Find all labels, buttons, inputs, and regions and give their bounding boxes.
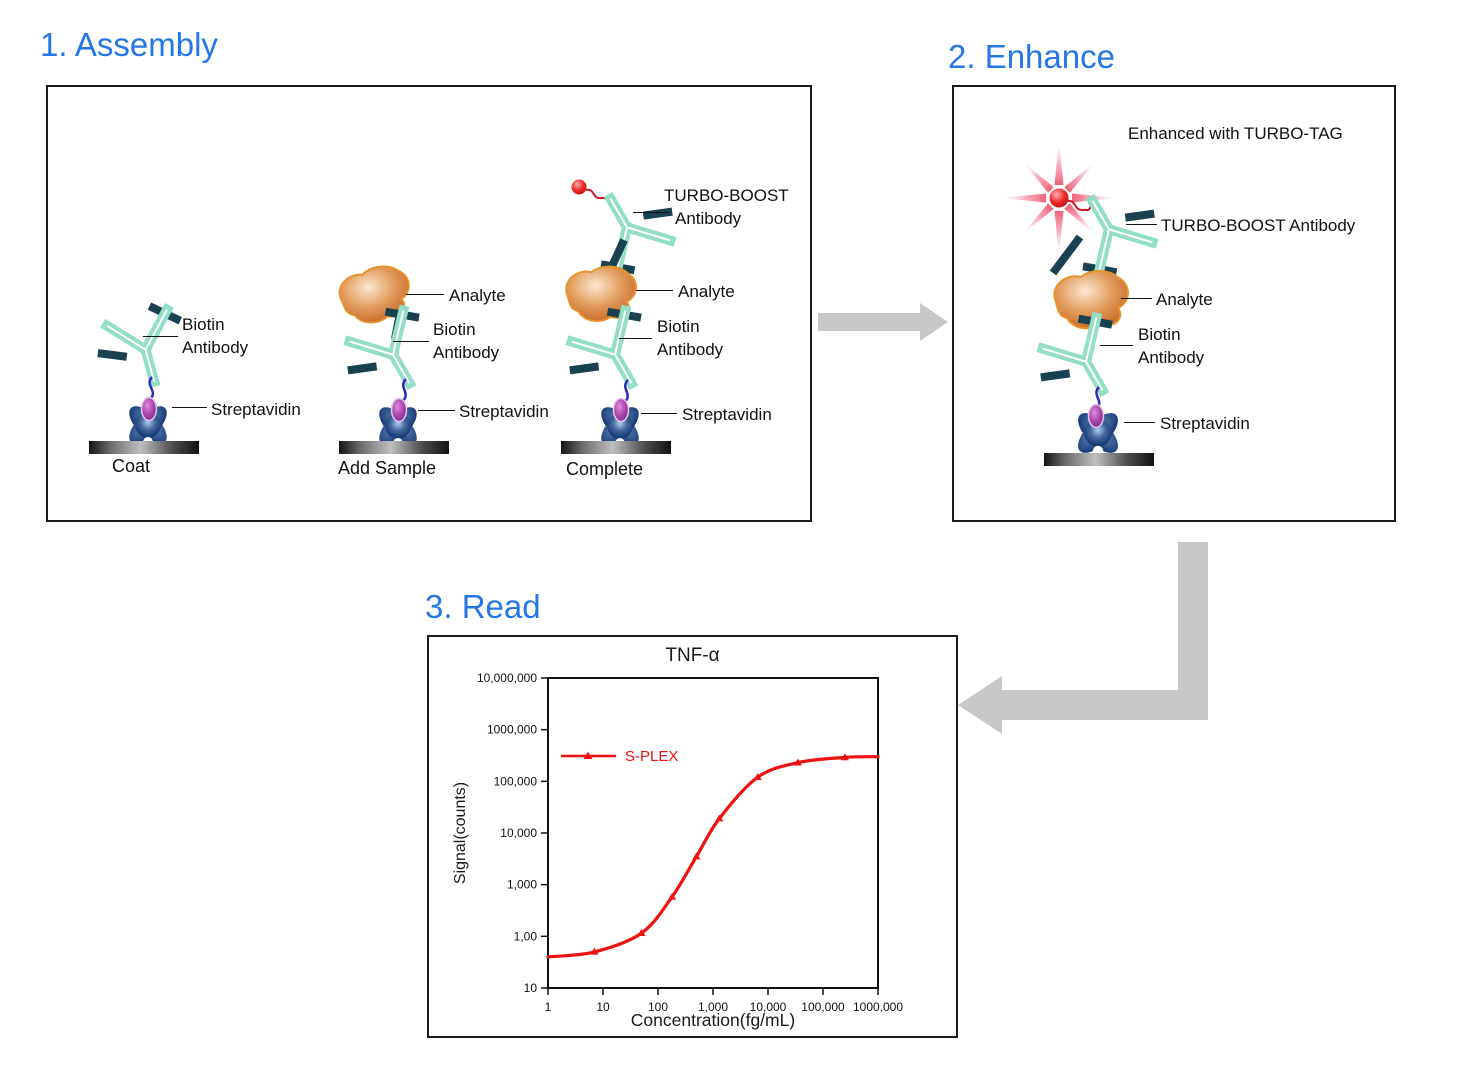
leader-line [1100,345,1133,346]
leader-line [1124,422,1155,423]
series-curve [546,755,880,959]
biotin-antibody-icon [1025,306,1138,414]
leader-line [418,410,455,411]
leader-line [1121,298,1152,299]
data-point-marker [753,773,762,781]
axis-tick-label: 10 [596,1000,610,1014]
leader-line [143,336,178,337]
legend-marker [583,751,593,759]
flow-arrow-icon [958,542,1208,734]
axis-tick-label: 1,000 [507,878,537,892]
biotin-label: Biotin [1138,325,1181,344]
assembly-graphics [48,87,810,454]
streptavidin-label: Streptavidin [682,405,772,424]
antibody-label: Antibody [433,343,500,362]
data-point-marker [692,852,701,860]
axis-tick-label: 1,00 [514,929,538,943]
biotin-antibody-icon [554,299,667,407]
streptavidin-label: Streptavidin [459,402,549,421]
plate-icon [89,441,199,454]
axis-tick-label: 1000,000 [487,723,537,737]
legend-label: S-PLEX [625,748,678,765]
leader-line [641,413,677,414]
plate-icon [561,441,671,454]
axis-tick-label: 10,000 [750,1000,787,1014]
biotin-icon [390,397,408,423]
biotin-label: Biotin [433,320,476,339]
x-axis-label: Concentration(fg/mL) [630,1010,796,1030]
biotin-icon [612,397,630,423]
chart-title: TNF-α [665,645,720,666]
antibody-label: Antibody [675,209,742,228]
analyte-label: Analyte [1156,290,1213,309]
turbo-boost-label: TURBO-BOOST [664,186,789,205]
stage-caption-add-sample: Add Sample [338,458,437,478]
antibody-label: Antibody [182,338,249,357]
analyte-label: Analyte [449,286,506,305]
streptavidin-label: Streptavidin [211,400,301,419]
turbo-tag-icon [571,179,587,195]
turbo-tag-icon [1049,188,1069,208]
axis-tick-label: 1,000 [698,1000,728,1014]
assembly-title: 1. Assembly [40,26,218,63]
data-point-marker [590,947,599,955]
analyte-label: Analyte [678,282,735,301]
stage-caption-complete: Complete [566,459,644,479]
y-axis-label: Signal(counts) [452,781,469,885]
turbo-boost-antibody-label: TURBO-BOOST Antibody [1161,216,1356,235]
leader-line [406,294,444,295]
biotin-icon [1087,403,1105,429]
plate-icon [339,441,449,454]
leader-line [619,338,652,339]
plate-icon [1044,453,1154,466]
starburst-icon [1001,140,1117,256]
leader-line [1126,224,1157,225]
axis-tick-label: 1 [545,1000,552,1014]
antibody-fragment-icon [1049,234,1084,276]
add-sample-assembly [332,262,449,454]
data-point-marker [637,928,646,936]
data-point-marker [793,758,802,766]
plot-frame [547,677,879,989]
axis-tick-label: 100,000 [494,774,538,788]
antibody-label: Antibody [1138,348,1205,367]
axis-tick-label: 100,000 [801,1000,845,1014]
streptavidin-label: Streptavidin [1160,414,1250,433]
data-point-marker [840,753,849,761]
tag-linker-icon [1066,199,1093,212]
chart-canvas: 1 10 100 1,000 10,000 100,000 1000,000 10 1,00 1,… [477,671,903,1014]
axis-tick-label: 10,000 [500,826,537,840]
enhance-title: 2. Enhance [948,38,1115,75]
biotin-antibody-icon [90,299,194,393]
biotin-label: Biotin [657,317,700,336]
axis-tick-label: 1000,000 [853,1000,903,1014]
axis-tick-label: 100 [648,1000,668,1014]
leader-line [636,290,673,291]
axis-tick-label: 10 [524,981,538,995]
data-point-marker [715,814,724,822]
complete-assembly [554,175,688,454]
assembly-panel [46,85,812,522]
data-point-marker [668,892,677,900]
leader-line [172,407,207,408]
biotin-antibody-icon [332,299,445,407]
leader-line [393,341,429,342]
turbo-boost-antibody-icon [1057,177,1170,285]
antibody-label: Antibody [657,340,724,359]
enhance-graphics [1001,140,1394,466]
read-panel: 1 10 100 1,000 10,000 100,000 1000,000 10 1,00 1,… [427,635,958,1038]
flow-arrow-icon [818,303,948,341]
read-title: 3. Read [425,588,541,625]
enhance-panel [952,85,1396,522]
axis-tick-label: 10,000,000 [477,671,537,685]
stage-caption-coat: Coat [112,456,151,476]
biotin-label: Biotin [182,315,225,334]
enhanced-with-turbo-tag-label: Enhanced with TURBO-TAG [1128,124,1343,143]
biotin-icon [140,396,158,422]
leader-line [633,212,669,213]
